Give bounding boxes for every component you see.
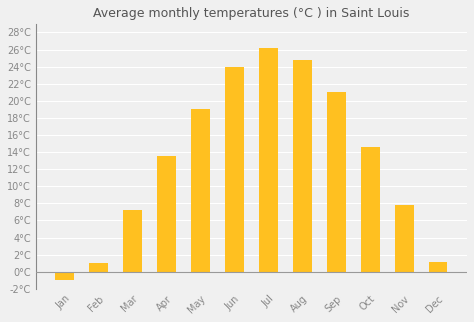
Bar	[327, 92, 346, 272]
Bar	[429, 262, 447, 272]
Bar	[55, 272, 74, 280]
Bar	[361, 147, 380, 272]
Bar	[395, 205, 413, 272]
Bar	[191, 109, 210, 272]
Bar	[293, 60, 312, 272]
Bar	[259, 48, 278, 272]
Title: Average monthly temperatures (°C ) in Saint Louis: Average monthly temperatures (°C ) in Sa…	[93, 7, 410, 20]
Bar	[123, 210, 142, 272]
Bar	[90, 263, 108, 272]
Bar	[225, 68, 244, 272]
Bar	[157, 156, 176, 272]
